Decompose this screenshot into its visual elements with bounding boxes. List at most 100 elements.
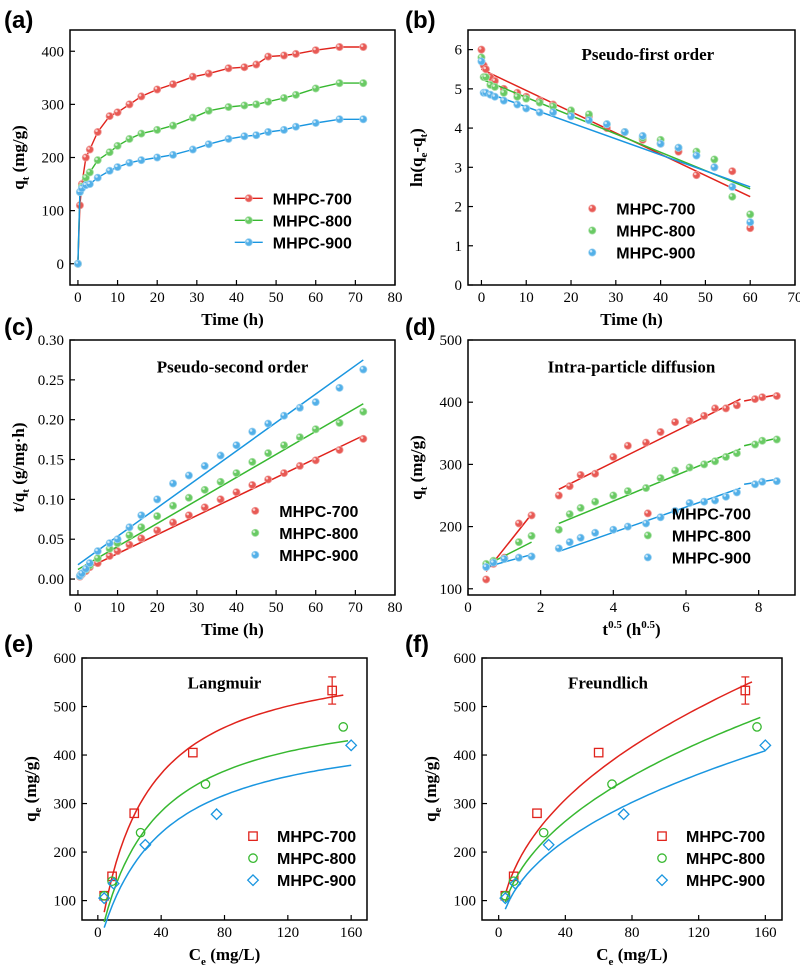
y-axis-label: t/qt (g/mg·h) [9, 422, 32, 512]
data-point [125, 134, 134, 143]
data-point [224, 64, 233, 73]
data-point [107, 877, 120, 890]
data-point [85, 180, 94, 189]
data-point [542, 838, 555, 851]
data-point [153, 153, 162, 162]
chart-panel-4: (e) 0 40 80 120 160 100 200 300 400 500 600 Ce (mg/L… [4, 631, 368, 968]
panel-letter: (e) [4, 631, 33, 658]
x-tick-label: 80 [625, 925, 640, 941]
data-point [482, 575, 491, 584]
fit-curve [504, 750, 766, 910]
data-point [105, 539, 114, 548]
data-point [359, 365, 368, 374]
legend-marker [643, 553, 652, 562]
data-point [752, 722, 762, 732]
legend-marker [588, 248, 597, 257]
y-tick-label: 0.05 [38, 532, 64, 548]
x-tick-label: 60 [308, 600, 323, 616]
y-tick-label: 400 [54, 748, 77, 764]
legend-label: MHPC-900 [672, 550, 751, 567]
data-point [746, 210, 755, 219]
data-point [216, 451, 225, 460]
y-tick-label: 0.15 [38, 453, 64, 469]
x-tick-label: 0 [74, 600, 82, 616]
data-point [224, 134, 233, 143]
y-tick-label: 500 [440, 333, 463, 349]
legend-label: MHPC-900 [273, 235, 352, 252]
data-point [113, 535, 122, 544]
data-point [335, 79, 344, 88]
data-point [338, 722, 349, 732]
data-point [751, 440, 760, 449]
plot-frame [467, 339, 796, 596]
data-point [623, 487, 632, 496]
data-point [576, 503, 585, 512]
data-point [335, 115, 344, 124]
x-tick-label: 20 [150, 600, 165, 616]
data-point [692, 171, 701, 180]
data-point [335, 383, 344, 392]
data-point [359, 434, 368, 443]
data-point [513, 92, 522, 101]
data-point [153, 85, 162, 94]
x-tick-label: 30 [189, 290, 204, 306]
data-point [125, 540, 134, 549]
data-point [291, 122, 300, 131]
y-tick-label: 100 [42, 204, 65, 220]
data-point [105, 166, 114, 175]
data-point [758, 477, 767, 486]
x-axis-label: t0.5 (h0.5) [602, 619, 660, 639]
panel-letter: (d) [405, 314, 436, 341]
y-tick-label: 200 [440, 520, 463, 536]
fit-curve [504, 681, 753, 895]
data-point [295, 433, 304, 442]
y-tick-label: 400 [42, 44, 65, 60]
data-point [711, 404, 720, 413]
fit-line [558, 487, 741, 553]
data-point [482, 563, 491, 572]
data-point [499, 96, 508, 105]
legend-label: MHPC-800 [686, 851, 765, 868]
legend-label: MHPC-700 [686, 829, 765, 846]
data-point [359, 43, 368, 52]
x-tick-label: 40 [154, 925, 169, 941]
y-tick-label: 300 [42, 97, 65, 113]
data-point [139, 838, 152, 851]
legend-marker [251, 550, 260, 559]
data-point [137, 156, 146, 165]
y-axis-label: qt (mg/g) [407, 435, 430, 500]
x-tick-label: 40 [229, 290, 244, 306]
x-tick-label: 40 [653, 290, 668, 306]
data-point [532, 808, 542, 819]
fit-line [481, 68, 751, 198]
data-point [93, 547, 102, 556]
legend-marker [657, 853, 667, 864]
data-point [295, 403, 304, 412]
y-tick-label: 0.10 [38, 492, 64, 508]
x-tick-label: 70 [348, 290, 363, 306]
legend-marker [588, 226, 597, 235]
legend-marker [246, 873, 260, 887]
data-point [216, 495, 225, 504]
x-tick-label: 160 [754, 925, 777, 941]
data-point [153, 526, 162, 535]
data-point [113, 108, 122, 117]
data-point [311, 456, 320, 465]
legend-marker [643, 531, 652, 540]
x-axis-label: Ce (mg/L) [596, 945, 667, 968]
fit-line [77, 359, 364, 566]
chart-title: Langmuir [188, 673, 262, 692]
data-point [514, 519, 523, 528]
data-point [81, 153, 90, 162]
data-point [169, 501, 178, 510]
data-point [248, 481, 257, 490]
x-tick-label: 80 [388, 290, 403, 306]
data-point [591, 528, 600, 537]
data-point [565, 482, 574, 491]
data-point [623, 441, 632, 450]
data-point [232, 441, 241, 450]
chart-title: Intra-particle diffusion [548, 357, 716, 376]
data-point [481, 73, 490, 82]
data-point [311, 46, 320, 55]
